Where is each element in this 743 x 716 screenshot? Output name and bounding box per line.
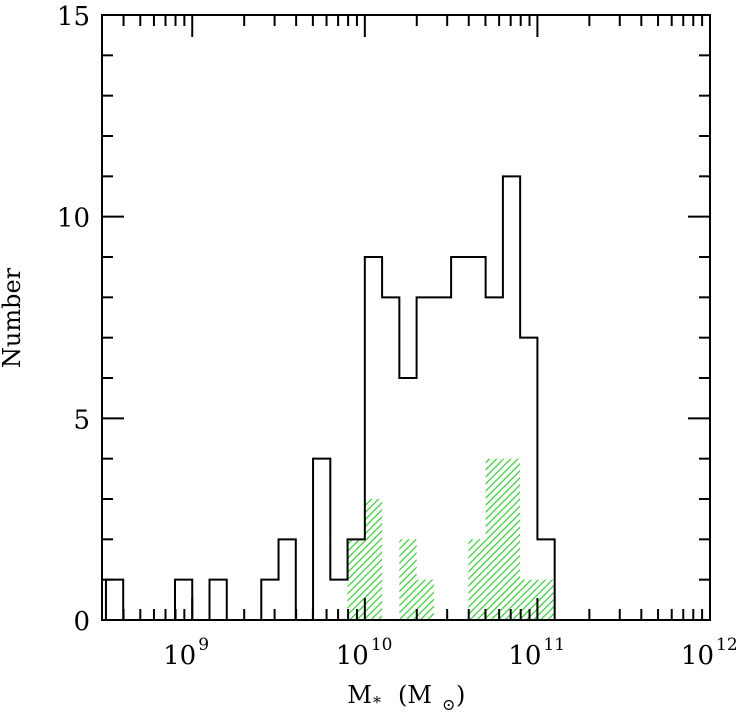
y-tick-label: 10: [57, 204, 90, 234]
hatched-bar: [416, 579, 434, 620]
outline-histogram: [104, 175, 556, 621]
axis-ticks: [101, 14, 711, 621]
x-axis-label: M * (M ⊙ ): [347, 681, 465, 714]
hatched-bar: [347, 539, 365, 620]
x-tick-label-base: 10: [163, 641, 196, 671]
hatched-bar: [520, 579, 538, 620]
hatched-series: [347, 458, 555, 620]
x-tick-label-exponent: 10: [371, 635, 393, 655]
x-tick-label-base: 10: [508, 641, 541, 671]
y-axis-label: Number: [0, 267, 26, 368]
y-tick-label: 15: [57, 2, 90, 32]
x-tick-label: 10 12: [681, 635, 738, 671]
x-tick-label-exponent: 9: [198, 635, 209, 655]
x-tick-label-exponent: 11: [543, 635, 565, 655]
x-tick-label: 10 11: [508, 635, 565, 671]
x-axis-label-sub: *: [373, 693, 381, 712]
x-tick-label-base: 10: [681, 641, 714, 671]
x-tick-label-base: 10: [336, 641, 369, 671]
x-axis-label-unit-open: (M: [398, 681, 432, 709]
y-tick-label: 0: [73, 607, 90, 637]
x-tick-label: 10 10: [336, 635, 393, 671]
x-axis-label-unit-sub: ⊙: [442, 695, 455, 714]
y-tick-label: 5: [73, 405, 90, 435]
hatched-bar: [485, 458, 503, 620]
hatched-bar: [364, 499, 383, 620]
hatched-bar: [502, 458, 521, 620]
hatched-bar: [468, 539, 486, 620]
x-tick-label: 10 9: [163, 635, 209, 671]
x-axis-label-main: M: [347, 681, 372, 709]
hatched-bar: [537, 579, 555, 620]
hatched-bar: [399, 539, 417, 620]
x-axis-label-unit-close: ): [456, 681, 465, 709]
plot-frame: [101, 14, 711, 621]
x-tick-label-exponent: 12: [716, 635, 738, 655]
